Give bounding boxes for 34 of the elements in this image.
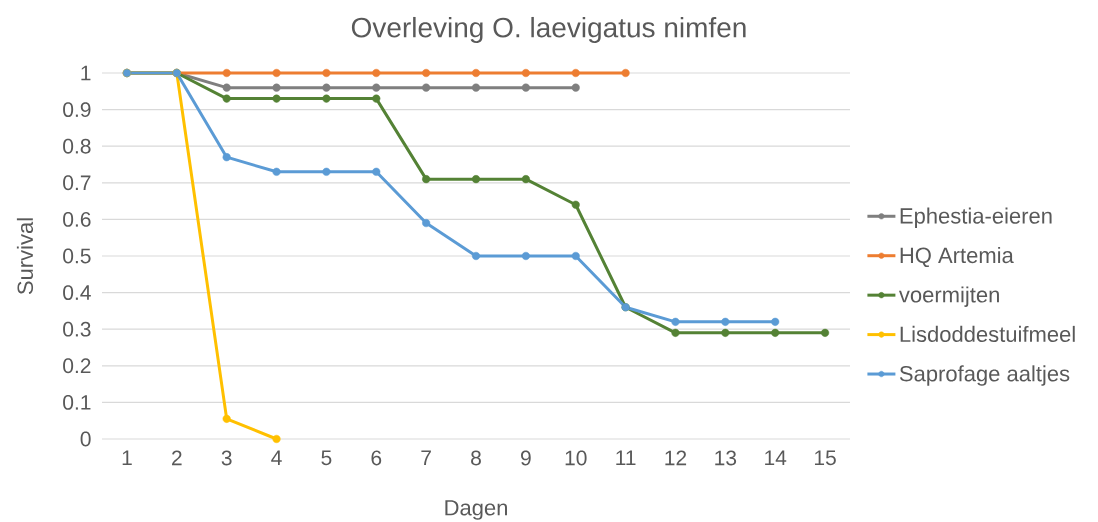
x-tick-label: 4 <box>271 450 282 465</box>
x-tick-label: 2 <box>172 450 182 466</box>
y-tick-label: 0.4 <box>63 285 91 301</box>
legend-label: HQ Artemia <box>900 246 1014 268</box>
x-tick-label: 9 <box>521 450 531 466</box>
x-tick-label: 13 <box>715 450 737 466</box>
x-tick-label: 3 <box>221 450 232 466</box>
x-tick-label: 11 <box>616 450 636 465</box>
y-tick-label: 0.6 <box>63 211 91 227</box>
legend-label: Lisdoddestuifmeel <box>900 325 1075 343</box>
x-tick-label: 7 <box>421 450 431 465</box>
y-tick-label: 0.9 <box>63 102 91 118</box>
x-tick-label: 8 <box>471 450 481 466</box>
x-axis-title: Dagen <box>445 500 507 520</box>
x-tick-label: 12 <box>665 450 687 466</box>
y-tick-label: 0.7 <box>63 175 91 191</box>
y-tick-label: 0.1 <box>63 394 91 410</box>
x-tick-label: 10 <box>565 450 587 466</box>
x-tick-label: 1 <box>122 450 132 465</box>
y-tick-label: 0.2 <box>63 358 91 374</box>
legend-label: Saprofage aaltjes <box>899 365 1070 386</box>
y-tick-label: 0 <box>80 431 91 447</box>
legend-label: Ephestia-eieren <box>900 207 1052 229</box>
x-tick-label: 14 <box>765 450 787 465</box>
y-tick-label: 0.3 <box>63 321 91 337</box>
x-tick-label: 15 <box>814 450 836 466</box>
x-tick-label: 6 <box>371 450 382 466</box>
y-tick-label: 0.5 <box>63 248 91 264</box>
legend-label: voermijten <box>898 286 999 307</box>
y-axis-title: Survival <box>16 218 34 295</box>
chart-title: Overleving O. laevigatus nimfen <box>351 16 746 44</box>
x-tick-label: 5 <box>321 450 332 466</box>
y-tick-label: 1 <box>81 65 91 81</box>
y-tick-label: 0.8 <box>63 138 91 154</box>
